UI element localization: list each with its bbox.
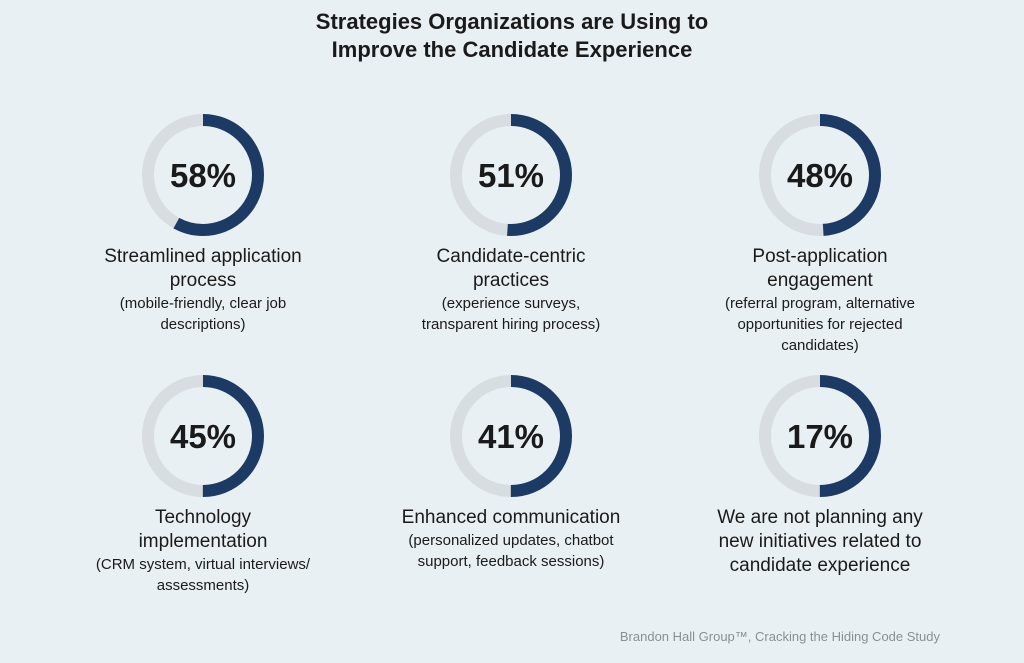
label-line: engagement bbox=[767, 270, 873, 291]
donut-arc bbox=[142, 375, 264, 497]
strategy-description: (mobile-friendly, clear job descriptions) bbox=[53, 293, 353, 335]
percentage-label: 58% bbox=[170, 157, 236, 194]
strategy-item: 51% Candidate-centric practices (experience… bbox=[361, 113, 661, 335]
label-line: implementation bbox=[138, 531, 268, 552]
donut-chart: 17% bbox=[759, 375, 881, 497]
percentage-label: 45% bbox=[170, 418, 236, 455]
label-line: Technology bbox=[154, 507, 252, 528]
label-line: Streamlined application bbox=[104, 246, 302, 267]
donut-chart: 41% bbox=[450, 375, 572, 497]
strategy-item: 41% Enhanced communication (personalized u… bbox=[361, 374, 661, 572]
description-line: (mobile-friendly, clear job bbox=[119, 295, 287, 312]
description-line: descriptions) bbox=[160, 316, 246, 333]
donut-arc bbox=[450, 114, 572, 236]
strategy-description: (personalized updates, chatbot support, f… bbox=[361, 530, 661, 572]
strategy-label: Streamlined application process bbox=[53, 245, 353, 293]
strategy-item: 48% Post-application engagement (referral p… bbox=[670, 113, 970, 356]
description-line: candidates) bbox=[781, 337, 859, 354]
donut-arc bbox=[450, 375, 572, 497]
donut-arc bbox=[759, 114, 881, 236]
description-line: (referral program, alternative bbox=[724, 295, 916, 312]
strategy-label: We are not planning any new initiatives r… bbox=[670, 506, 970, 578]
donut-chart: 58% bbox=[142, 114, 264, 236]
strategy-label: Enhanced communication bbox=[361, 506, 661, 530]
strategy-description: (CRM system, virtual interviews/assessme… bbox=[53, 554, 353, 596]
label-line: candidate experience bbox=[729, 555, 911, 576]
description-line: (experience surveys, bbox=[441, 295, 581, 312]
donut-chart: 51% bbox=[450, 114, 572, 236]
title-line: Improve the Candidate Experience bbox=[331, 37, 693, 62]
strategy-item: 45% Technology implementation (CRM system, … bbox=[53, 374, 353, 596]
chart-title: Strategies Organizations are Using to Im… bbox=[0, 8, 1024, 64]
source-credit: Brandon Hall Group™, Cracking the Hiding… bbox=[619, 629, 940, 644]
label-line: new initiatives related to bbox=[718, 531, 922, 552]
strategy-label: Technology implementation bbox=[53, 506, 353, 554]
strategy-description: (referral program, alternative opportunit… bbox=[670, 293, 970, 356]
percentage-label: 41% bbox=[478, 418, 544, 455]
label-line: Enhanced communication bbox=[401, 507, 621, 528]
strategy-description: (experience surveys, transparent hiring p… bbox=[361, 293, 661, 335]
percentage-label: 51% bbox=[478, 157, 544, 194]
description-line: (CRM system, virtual interviews/ bbox=[95, 556, 311, 573]
strategy-label: Post-application engagement bbox=[670, 245, 970, 293]
label-line: We are not planning any bbox=[717, 507, 923, 528]
label-line: practices bbox=[472, 270, 550, 291]
description-line: transparent hiring process) bbox=[421, 316, 601, 333]
description-line: support, feedback sessions) bbox=[417, 553, 605, 570]
description-line: opportunities for rejected bbox=[737, 316, 903, 333]
strategy-item: 17% We are not planning any new initiative… bbox=[670, 374, 970, 578]
donut-chart: 48% bbox=[759, 114, 881, 236]
label-line: process bbox=[169, 270, 237, 291]
strategy-item: 58% Streamlined application process (mobile… bbox=[53, 113, 353, 335]
donut-chart: 45% bbox=[142, 375, 264, 497]
description-line: (personalized updates, chatbot bbox=[408, 532, 614, 549]
label-line: Post-application bbox=[752, 246, 888, 267]
strategy-label: Candidate-centric practices bbox=[361, 245, 661, 293]
donut-arc bbox=[142, 114, 264, 236]
percentage-label: 48% bbox=[787, 157, 853, 194]
label-line: Candidate-centric bbox=[436, 246, 586, 267]
description-line: assessments) bbox=[156, 577, 250, 594]
donut-arc bbox=[759, 375, 881, 497]
percentage-label: 17% bbox=[787, 418, 853, 455]
title-line: Strategies Organizations are Using to bbox=[315, 9, 709, 34]
